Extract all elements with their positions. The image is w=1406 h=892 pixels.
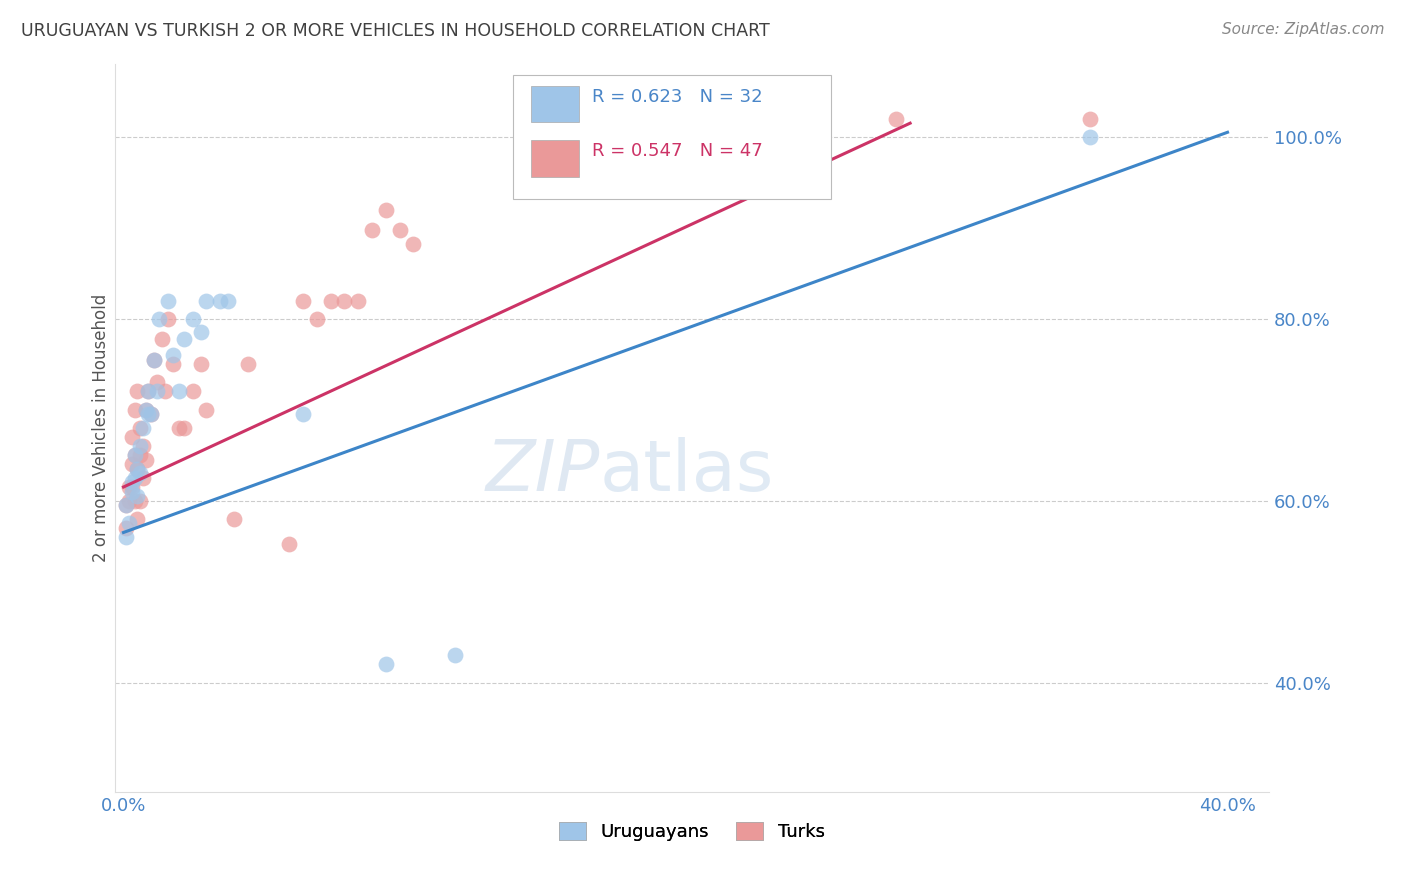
Point [884, 112, 907, 126]
Text: R = 0.623   N = 32: R = 0.623 N = 32 [592, 87, 762, 106]
Point [127, 462, 149, 476]
Point [124, 448, 146, 462]
Point [121, 475, 143, 490]
Point [167, 384, 190, 399]
Point [142, 352, 165, 367]
Point [319, 293, 342, 308]
Point [118, 516, 141, 531]
Point [127, 384, 149, 399]
Point [124, 448, 146, 462]
Text: ZIP: ZIP [485, 437, 600, 506]
Point [124, 471, 146, 485]
Point [181, 384, 204, 399]
Point [361, 222, 384, 236]
Point [291, 293, 314, 308]
Point [124, 493, 146, 508]
Point [115, 530, 138, 544]
Point [121, 457, 143, 471]
Point [124, 402, 146, 417]
Point [132, 471, 155, 485]
Point [129, 448, 152, 462]
Legend: Uruguayans, Turks: Uruguayans, Turks [553, 814, 832, 848]
Point [118, 493, 141, 508]
Point [173, 421, 195, 435]
Point [148, 311, 170, 326]
Text: atlas: atlas [600, 437, 775, 506]
Point [145, 384, 167, 399]
Point [181, 311, 204, 326]
Point [115, 498, 138, 512]
Text: R = 0.547   N = 47: R = 0.547 N = 47 [592, 143, 762, 161]
Point [139, 407, 162, 421]
FancyBboxPatch shape [530, 140, 579, 177]
Point [190, 357, 212, 371]
Point [305, 311, 328, 326]
Point [195, 293, 218, 308]
Point [1078, 112, 1101, 126]
Point [443, 648, 465, 663]
Point [222, 512, 245, 526]
Point [135, 452, 157, 467]
Point [129, 421, 152, 435]
Point [121, 484, 143, 499]
Text: Source: ZipAtlas.com: Source: ZipAtlas.com [1222, 22, 1385, 37]
Point [162, 348, 184, 362]
Point [127, 512, 149, 526]
Point [388, 222, 411, 236]
Point [291, 407, 314, 421]
Point [153, 384, 176, 399]
Point [115, 521, 138, 535]
Point [162, 357, 184, 371]
Point [190, 326, 212, 340]
Point [278, 537, 301, 551]
Y-axis label: 2 or more Vehicles in Household: 2 or more Vehicles in Household [93, 293, 110, 562]
Point [139, 407, 162, 421]
Point [145, 376, 167, 390]
Point [167, 421, 190, 435]
Point [173, 332, 195, 346]
Point [132, 421, 155, 435]
Text: URUGUAYAN VS TURKISH 2 OR MORE VEHICLES IN HOUSEHOLD CORRELATION CHART: URUGUAYAN VS TURKISH 2 OR MORE VEHICLES … [21, 22, 770, 40]
Point [347, 293, 370, 308]
Point [129, 467, 152, 481]
Point [127, 462, 149, 476]
Point [129, 493, 152, 508]
Point [138, 384, 160, 399]
Point [129, 439, 152, 453]
Point [402, 237, 425, 252]
Point [138, 407, 160, 421]
FancyBboxPatch shape [513, 75, 831, 199]
Point [121, 480, 143, 494]
Point [150, 332, 173, 346]
Point [142, 352, 165, 367]
Point [374, 202, 396, 217]
Point [118, 480, 141, 494]
Point [135, 402, 157, 417]
Point [115, 498, 138, 512]
Point [127, 489, 149, 503]
Point [333, 293, 356, 308]
Point [121, 430, 143, 444]
Point [132, 439, 155, 453]
Point [195, 402, 218, 417]
Point [138, 384, 160, 399]
Point [217, 293, 239, 308]
Point [1078, 129, 1101, 144]
Point [156, 293, 179, 308]
Point [156, 311, 179, 326]
FancyBboxPatch shape [530, 86, 579, 122]
Point [236, 357, 259, 371]
Point [209, 293, 232, 308]
Point [374, 657, 396, 672]
Point [135, 402, 157, 417]
